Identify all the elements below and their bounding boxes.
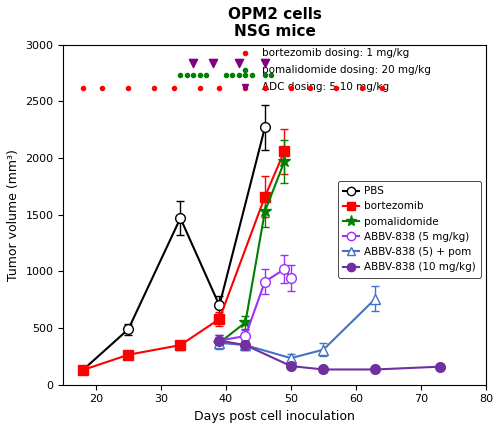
Point (124, 84, 132, 91)
Point (176, 72, 184, 79)
Point (378, 84, 386, 91)
Point (170, 84, 178, 91)
Point (242, 84, 250, 91)
X-axis label: Days post cell inoculation: Days post cell inoculation (194, 410, 355, 423)
Point (209, 59, 217, 66)
Point (150, 84, 158, 91)
Point (196, 72, 204, 79)
Point (261, 72, 269, 79)
Point (216, 84, 224, 91)
Y-axis label: Tumor volume (mm³): Tumor volume (mm³) (7, 149, 20, 281)
Point (248, 72, 256, 79)
Text: bortezomib dosing: 1 mg/kg: bortezomib dosing: 1 mg/kg (262, 48, 409, 58)
Point (268, 72, 276, 79)
Point (287, 84, 295, 91)
Point (190, 72, 198, 79)
Title: OPM2 cells
NSG mice: OPM2 cells NSG mice (228, 7, 322, 39)
Point (261, 59, 269, 66)
Point (358, 84, 366, 91)
Legend: PBS, bortezomib, pomalidomide, ABBV-838 (5 mg/kg), ABBV-838 (5) + pom, ABBV-838 : PBS, bortezomib, pomalidomide, ABBV-838 … (338, 181, 481, 277)
Text: pomalidomide dosing: 20 mg/kg: pomalidomide dosing: 20 mg/kg (262, 65, 431, 75)
Point (98, 84, 106, 91)
Text: ADC dosing: 5-10 mg/kg: ADC dosing: 5-10 mg/kg (262, 82, 389, 92)
Point (332, 84, 340, 91)
Point (242, 72, 250, 79)
Point (235, 72, 243, 79)
Point (79, 84, 87, 91)
Point (222, 72, 230, 79)
Point (202, 72, 210, 79)
Point (196, 84, 204, 91)
Point (306, 84, 314, 91)
Point (190, 59, 198, 66)
Point (235, 59, 243, 66)
Point (228, 72, 236, 79)
Point (183, 72, 191, 79)
Point (261, 84, 269, 91)
